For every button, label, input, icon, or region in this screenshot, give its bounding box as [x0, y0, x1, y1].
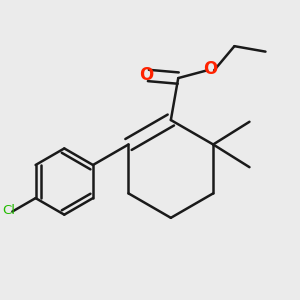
Text: O: O: [139, 65, 153, 83]
Text: Cl: Cl: [2, 204, 15, 218]
Text: O: O: [203, 60, 218, 78]
